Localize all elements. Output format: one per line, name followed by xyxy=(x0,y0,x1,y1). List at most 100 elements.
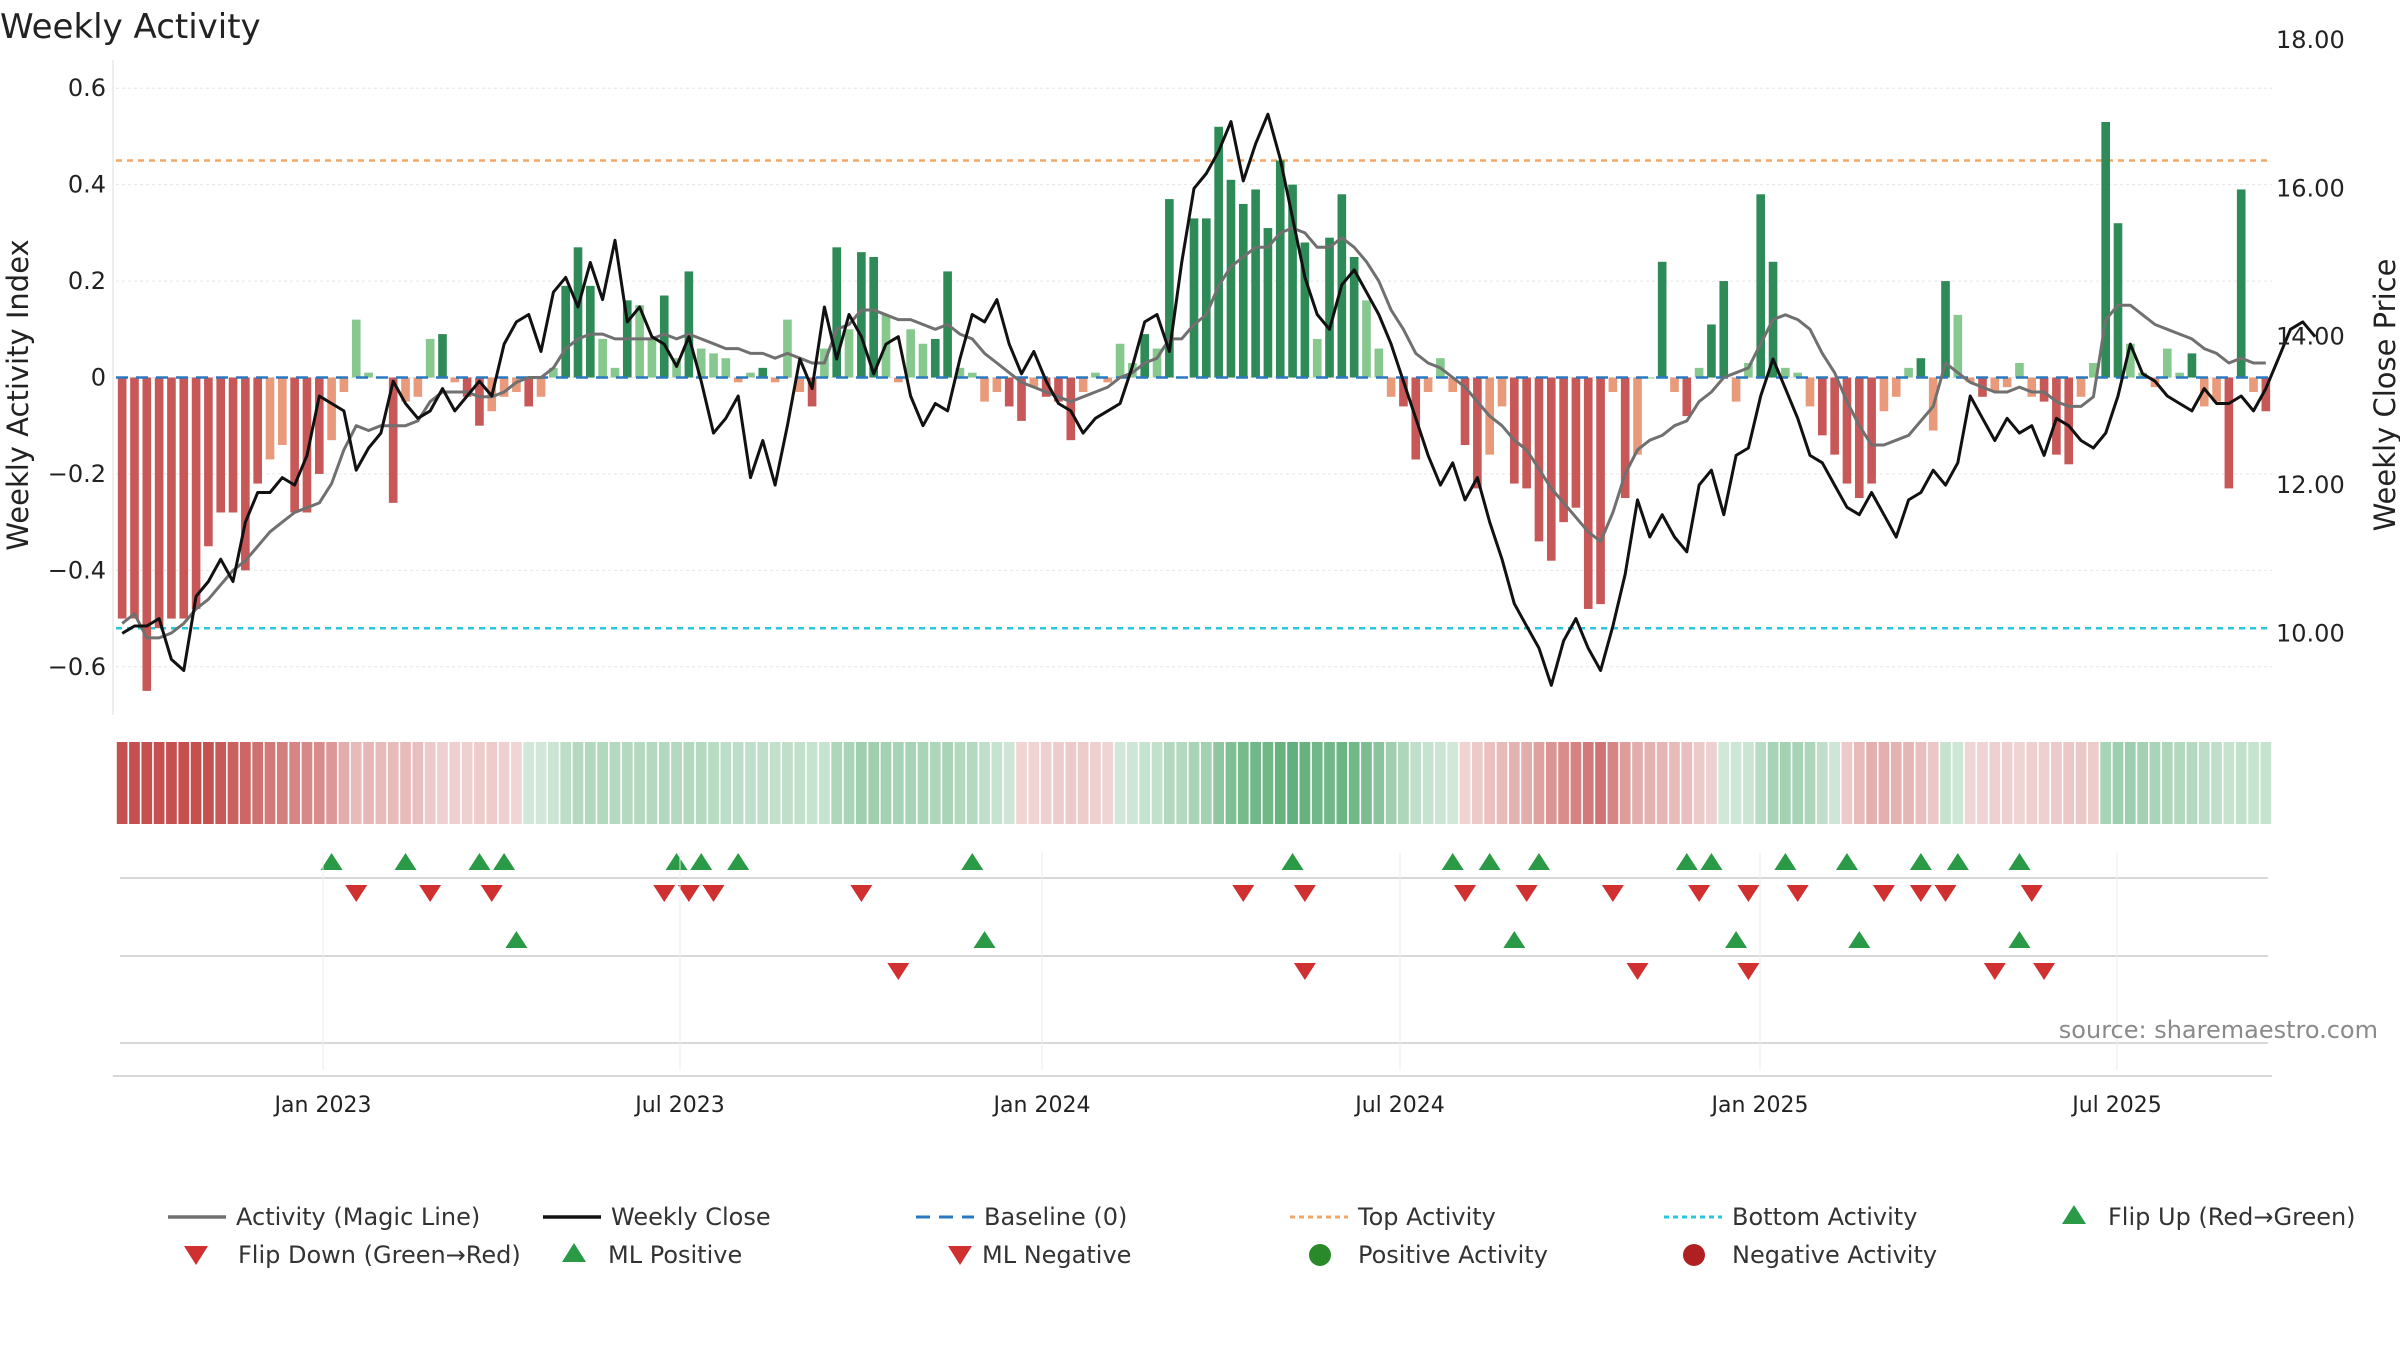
strip-cell xyxy=(1151,742,1163,824)
chart-title: Weekly Activity xyxy=(0,7,261,47)
x-tick-label: Jan 2024 xyxy=(992,1093,1091,1118)
strip-cell xyxy=(2001,742,2013,824)
flip-up-marker xyxy=(320,853,343,870)
strip-cell xyxy=(1718,742,1730,824)
grid-lines xyxy=(112,60,2272,715)
strip-cell xyxy=(2260,742,2272,824)
strip-cell xyxy=(2075,742,2087,824)
strip-cell xyxy=(1028,742,1040,824)
strip-cell xyxy=(166,742,177,824)
strip-cell xyxy=(276,742,288,824)
strip-cell xyxy=(1336,742,1348,824)
flip-up-marker xyxy=(1675,853,1698,870)
ml-negative-marker xyxy=(1983,963,2006,980)
activity-bar xyxy=(1854,377,1864,499)
strip-cell xyxy=(1989,742,2001,824)
strip-cell xyxy=(584,742,596,824)
strip-cell xyxy=(1508,742,1520,824)
activity-bar xyxy=(906,329,915,378)
strip-cell xyxy=(1139,742,1151,824)
flip-down-marker xyxy=(1909,885,1932,902)
strip-cell xyxy=(2063,742,2075,824)
strip-cell xyxy=(2211,742,2222,824)
legend-label: Bottom Activity xyxy=(1732,1203,1917,1231)
activity-bar xyxy=(1423,377,1433,392)
activity-bar xyxy=(598,338,607,378)
strip-cell xyxy=(1915,742,1927,824)
activity-bar xyxy=(302,377,312,513)
flip-up-marker xyxy=(2008,853,2031,870)
activity-bar xyxy=(1916,358,1926,378)
strip-cell xyxy=(942,742,953,824)
strip-cell xyxy=(720,742,732,824)
activity-bar xyxy=(1805,377,1815,407)
strip-cell xyxy=(929,742,941,824)
activity-bar xyxy=(1571,377,1581,508)
activity-bar xyxy=(2052,377,2061,455)
activity-bar xyxy=(1904,367,1913,378)
strip-cell xyxy=(917,742,929,824)
strip-cell xyxy=(1595,742,1606,824)
legend-label: Weekly Close xyxy=(611,1203,771,1231)
strip-cell xyxy=(350,742,362,824)
flip-up-marker xyxy=(468,853,491,870)
activity-bar xyxy=(2187,353,2197,378)
legend-label: Activity (Magic Line) xyxy=(236,1203,480,1231)
strip-cell xyxy=(1299,742,1311,824)
strip-cell xyxy=(572,742,584,824)
strip-cell xyxy=(671,742,682,824)
right-tick-label: 16.00 xyxy=(2276,174,2345,202)
strip-cell xyxy=(2223,742,2235,824)
legend-label: Positive Activity xyxy=(1358,1241,1548,1269)
activity-bar xyxy=(992,377,1002,392)
strip-cell xyxy=(954,742,966,824)
left-axis-label: Weekly Activity Index xyxy=(1,239,35,550)
strip-cell xyxy=(1607,742,1619,824)
strip-cell xyxy=(1459,742,1471,824)
strip-cell xyxy=(1743,742,1754,824)
flip-up-marker xyxy=(1835,853,1858,870)
activity-bar xyxy=(2126,343,2135,378)
strip-cell xyxy=(1065,742,1077,824)
activity-bar xyxy=(142,377,152,691)
activity-bar xyxy=(351,319,361,378)
left-tick-label: −0.2 xyxy=(48,460,106,488)
strip-cell xyxy=(1361,742,1372,824)
activity-bar xyxy=(1510,377,1519,484)
strip-cell xyxy=(1656,742,1668,824)
strip-cell xyxy=(757,742,769,824)
activity-bar xyxy=(1091,372,1100,378)
activity-bar xyxy=(1066,377,1076,441)
strip-cell xyxy=(2186,742,2198,824)
activity-bar xyxy=(1842,377,1852,484)
strip-cell xyxy=(2235,742,2247,824)
activity-bar xyxy=(610,367,620,378)
strip-cell xyxy=(264,742,276,824)
x-axis-ticks: Jan 2023 Jul 2023 Jan 2024 Jul 2024 Jan 2025… xyxy=(113,852,2272,1118)
activity-bar xyxy=(1670,377,1679,392)
activity-bar xyxy=(2162,348,2172,378)
legend-label: Baseline (0) xyxy=(984,1203,1127,1231)
legend-label: Flip Up (Red→Green) xyxy=(2108,1203,2356,1231)
strip-cell xyxy=(2112,742,2124,824)
legend-swatch xyxy=(562,1243,586,1262)
strip-cell xyxy=(2026,742,2038,824)
reference-lines xyxy=(116,159,2272,630)
legend-swatch xyxy=(2062,1205,2086,1224)
flip-up-marker xyxy=(1909,853,1932,870)
strip-cell xyxy=(1164,742,1175,824)
flip-up-marker xyxy=(394,853,417,870)
legend-label: ML Positive xyxy=(608,1241,742,1269)
strip-cell xyxy=(1090,742,1101,824)
strip-cell xyxy=(1496,742,1508,824)
ml-positive-marker xyxy=(1848,931,1871,948)
strip-cell xyxy=(905,742,916,824)
activity-bar xyxy=(1300,242,1310,378)
activity-bar xyxy=(1830,377,1839,455)
flip-up-marker xyxy=(1527,853,1550,870)
activity-bar xyxy=(1275,160,1285,378)
strip-cell xyxy=(227,742,239,824)
activity-bar xyxy=(1744,363,1753,378)
activity-bars xyxy=(116,121,2272,691)
strip-cell xyxy=(1311,742,1323,824)
